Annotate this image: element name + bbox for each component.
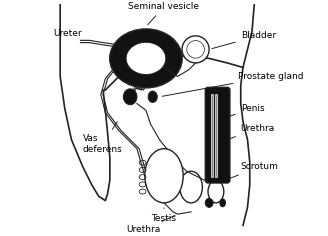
Text: Scrotum: Scrotum — [228, 162, 278, 179]
Ellipse shape — [182, 36, 209, 63]
Ellipse shape — [180, 171, 202, 203]
Text: Vas
deferens: Vas deferens — [83, 122, 122, 154]
Ellipse shape — [126, 42, 166, 75]
Text: Penis: Penis — [230, 104, 264, 116]
Text: Urethra: Urethra — [230, 124, 275, 139]
Ellipse shape — [145, 149, 183, 203]
Text: Bladder: Bladder — [212, 31, 276, 49]
Ellipse shape — [208, 180, 224, 203]
Ellipse shape — [187, 41, 204, 58]
FancyBboxPatch shape — [205, 87, 230, 183]
Ellipse shape — [123, 89, 137, 105]
Ellipse shape — [110, 29, 182, 88]
Text: Prostate gland: Prostate gland — [162, 72, 304, 96]
Text: Ureter: Ureter — [53, 29, 85, 40]
Text: Testis: Testis — [152, 208, 176, 223]
Text: Seminal vesicle: Seminal vesicle — [129, 2, 199, 25]
Ellipse shape — [205, 198, 213, 207]
Ellipse shape — [148, 91, 157, 102]
Text: Urethra: Urethra — [127, 215, 175, 234]
Ellipse shape — [220, 199, 226, 207]
